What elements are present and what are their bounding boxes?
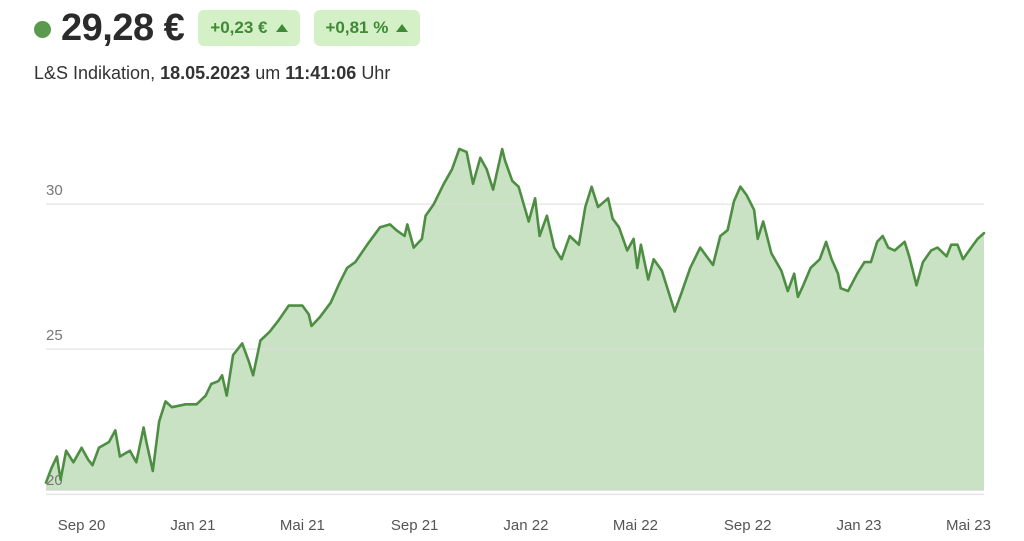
quote-um: um	[255, 63, 281, 83]
y-tick-label: 20	[46, 472, 63, 489]
x-tick-label: Sep 20	[58, 517, 106, 534]
x-tick-label: Mai 23	[946, 517, 991, 534]
y-tick-label: 30	[46, 182, 63, 199]
x-tick-label: Jan 22	[503, 517, 548, 534]
change-percent-badge: +0,81 %	[313, 10, 421, 46]
y-tick-label: 25	[46, 327, 63, 344]
change-percent-value: +0,81 %	[325, 18, 389, 37]
current-price: 29,28 €	[61, 6, 185, 49]
quote-source: L&S Indikation,	[34, 63, 156, 83]
change-absolute-badge: +0,23 €	[198, 10, 300, 46]
x-tick-label: Sep 22	[724, 517, 772, 534]
price-area-fill	[46, 149, 984, 490]
live-status-dot	[34, 20, 51, 38]
x-tick-label: Mai 22	[613, 517, 658, 534]
x-tick-label: Jan 21	[170, 517, 215, 534]
quote-timestamp-line: L&S Indikation, 18.05.2023 um 11:41:06 U…	[34, 63, 390, 84]
quote-header: 29,28 € +0,23 € +0,81 %	[34, 6, 421, 50]
quote-time-unit: Uhr	[361, 63, 391, 83]
price-line	[44, 147, 986, 484]
quote-time: 11:41:06	[285, 63, 357, 83]
x-tick-label: Mai 21	[280, 517, 325, 534]
arrow-up-icon	[396, 24, 409, 32]
quote-date: 18.05.2023	[160, 63, 251, 83]
arrow-up-icon	[275, 24, 288, 32]
x-tick-label: Sep 21	[391, 517, 439, 534]
x-tick-label: Jan 23	[836, 517, 881, 534]
change-absolute-value: +0,23 €	[210, 18, 268, 37]
